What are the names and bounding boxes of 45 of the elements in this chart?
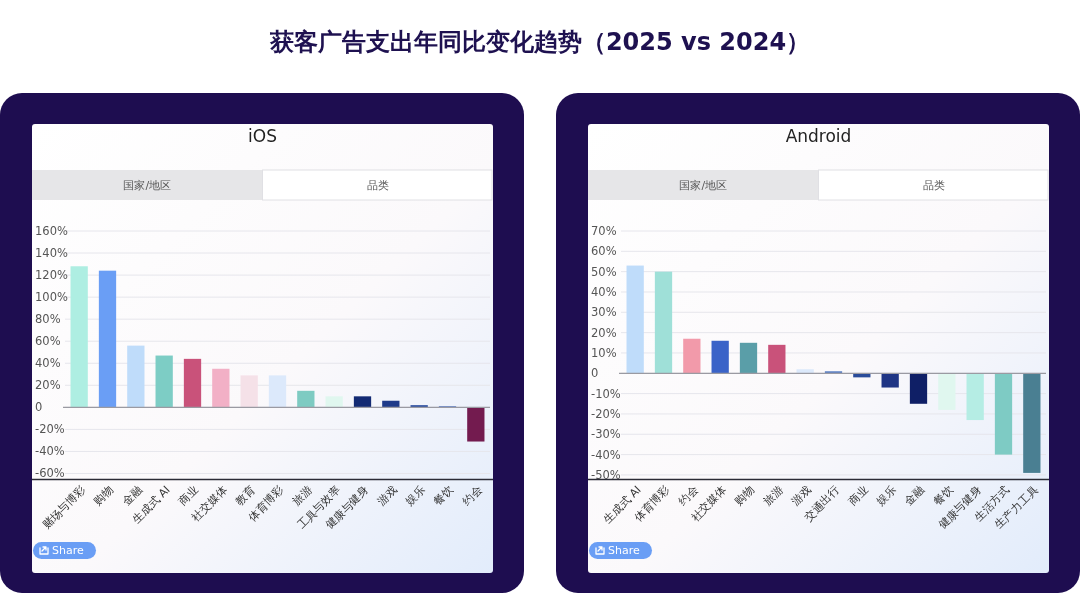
x-tick-label: 购物 <box>732 483 758 509</box>
y-tick-label: 20% <box>591 325 617 340</box>
x-tick-label: 餐饮 <box>431 483 457 509</box>
chart-title: iOS <box>248 126 277 146</box>
y-tick-label: 120% <box>35 268 68 283</box>
x-tick-label: 娱乐 <box>403 483 428 509</box>
y-tick-label: 100% <box>35 290 68 305</box>
text: 国家/地区 <box>679 178 728 192</box>
x-tick-label: 购物 <box>91 483 117 509</box>
y-tick-label: -60% <box>35 466 65 481</box>
x-tick-label: 游戏 <box>374 483 400 509</box>
y-tick-label: -40% <box>591 447 621 462</box>
y-tick-label: -50% <box>591 467 621 482</box>
y-tick-label: -20% <box>591 406 621 421</box>
y-tick-label: 30% <box>591 305 617 320</box>
y-tick-label: 140% <box>35 246 68 261</box>
y-tick-label: 40% <box>35 356 61 371</box>
y-tick-label: 60% <box>35 334 61 349</box>
chart-title: Android <box>785 126 852 146</box>
text: 获客广告支出年同比变化趋势（2025 vs 2024） <box>268 28 811 56</box>
x-tick-label: 金融 <box>902 483 928 509</box>
y-tick-label: 0 <box>35 400 43 415</box>
x-tick-label: 赌场与博彩 <box>39 483 88 532</box>
y-tick-label: 70% <box>591 224 617 238</box>
x-tick-label: 旅游 <box>760 483 786 509</box>
y-tick-label: 0 <box>591 366 599 381</box>
text: Share <box>52 544 84 557</box>
x-tick-label: 商业 <box>845 483 871 509</box>
y-tick-label: 40% <box>591 284 617 299</box>
x-tick-label: 娱乐 <box>874 483 899 509</box>
y-tick-label: -20% <box>35 422 65 437</box>
text: Share <box>608 544 640 557</box>
text: 品类 <box>366 178 389 192</box>
y-tick-label: -10% <box>591 386 621 401</box>
y-tick-label: 80% <box>35 312 61 327</box>
text: 品类 <box>922 178 945 192</box>
text: 国家/地区 <box>123 178 172 192</box>
y-tick-label: 10% <box>591 345 617 360</box>
y-tick-label: 160% <box>35 224 68 238</box>
y-tick-label: 50% <box>591 264 617 279</box>
y-tick-label: 20% <box>35 378 61 393</box>
y-tick-label: -30% <box>591 427 621 442</box>
y-tick-label: 60% <box>591 244 617 259</box>
x-tick-label: 约会 <box>459 483 485 509</box>
y-tick-label: -40% <box>35 444 65 459</box>
